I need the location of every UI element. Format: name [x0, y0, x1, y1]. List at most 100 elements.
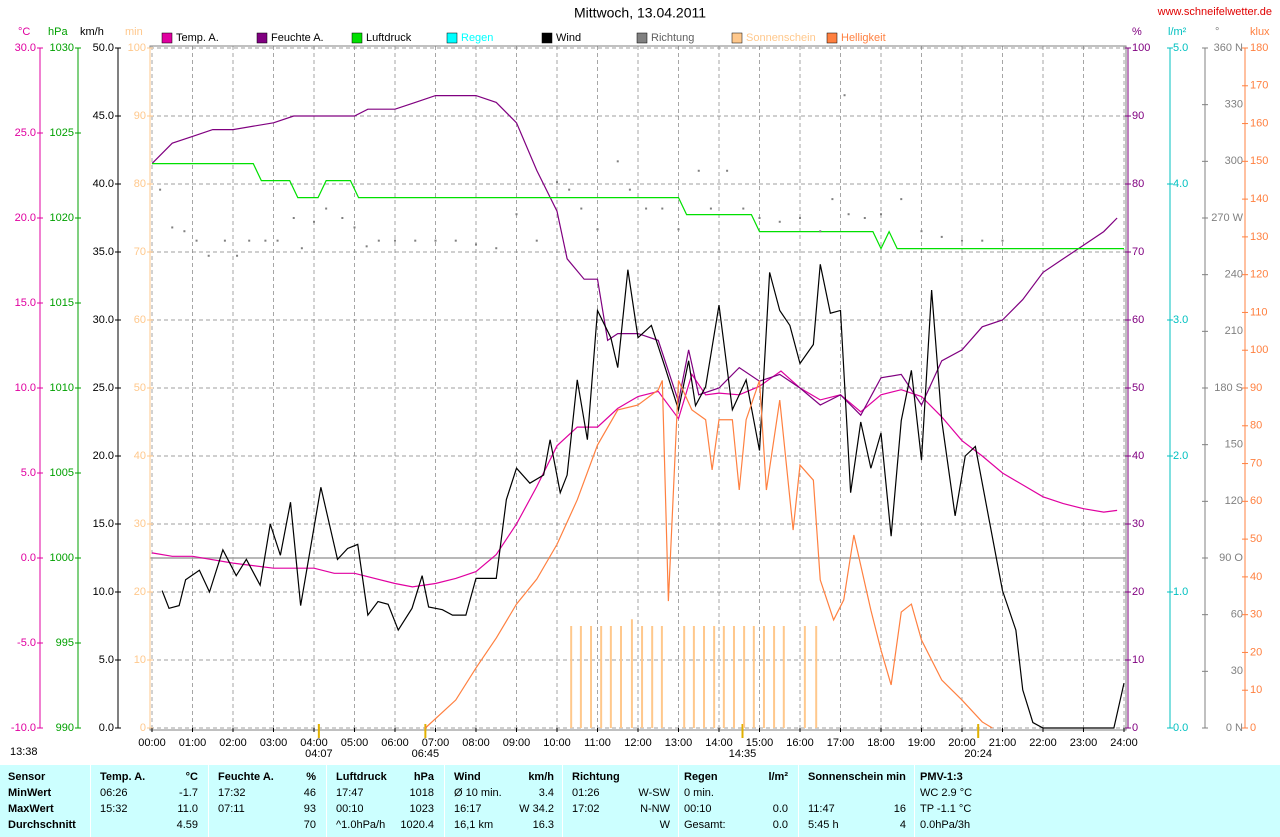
- y-tick-label: 120: [1225, 495, 1243, 507]
- y-tick-label: 5.0: [99, 654, 114, 666]
- y-tick-label: 30: [134, 518, 146, 530]
- y-tick-label: 30: [1132, 518, 1144, 530]
- y-tick-label: 100: [1132, 42, 1150, 54]
- table-cell: 0.0hPa/3h: [920, 819, 971, 831]
- x-tick-label: 15:00: [746, 737, 774, 749]
- y-tick-label: 60: [134, 314, 146, 326]
- y-tick-label: 270 W: [1211, 212, 1243, 224]
- table-cell: 0.0: [772, 819, 788, 831]
- table-cell: Feuchte A.: [218, 771, 274, 783]
- x-tick-label: 14:00: [705, 737, 733, 749]
- direction-dot: [276, 239, 279, 242]
- y-tick-label: 2.0: [1173, 450, 1188, 462]
- direction-dot: [880, 213, 882, 216]
- y-tick-label: 70: [1250, 457, 1262, 469]
- table-cell: W: [659, 819, 670, 831]
- table-separator: [444, 765, 445, 837]
- y-tick-label: 40.0: [93, 178, 114, 190]
- direction-dot: [726, 169, 729, 172]
- direction-dot: [365, 245, 368, 248]
- axis-unit: l/m²: [1168, 26, 1187, 38]
- x-tick-label: 13:00: [665, 737, 693, 749]
- direction-dot: [325, 207, 328, 210]
- x-tick-label: 12:00: [624, 737, 652, 749]
- table-cell: l/m²: [768, 771, 788, 783]
- direction-dot: [394, 239, 396, 242]
- direction-dot: [596, 228, 599, 231]
- y-tick-label: 10: [1132, 654, 1144, 666]
- y-tick-label: 150: [1250, 155, 1268, 167]
- y-tick-label: 60: [1132, 314, 1144, 326]
- y-tick-label: 170: [1250, 80, 1268, 92]
- direction-dot: [900, 198, 903, 201]
- table-cell: N-NW: [640, 803, 670, 815]
- table-cell: 17:32: [218, 787, 246, 799]
- y-tick-label: 100: [1250, 344, 1268, 356]
- y-tick-label: 0.0: [21, 552, 36, 564]
- direction-dot: [940, 235, 943, 238]
- direction-dot: [758, 217, 761, 219]
- direction-dot: [843, 94, 846, 97]
- table-cell: PMV-1:3: [920, 771, 963, 783]
- table-cell: 00:10: [684, 803, 712, 815]
- table-cell: 11.0: [177, 803, 198, 815]
- direction-dot: [981, 239, 984, 242]
- direction-dot: [414, 239, 417, 242]
- table-cell: MaxWert: [8, 803, 54, 815]
- direction-dot: [847, 213, 850, 216]
- table-separator: [798, 765, 799, 837]
- table-cell: Richtung: [572, 771, 620, 783]
- axis-unit: °: [1215, 26, 1219, 38]
- direction-dot: [292, 217, 295, 219]
- direction-dot: [313, 220, 315, 223]
- y-tick-label: 1020: [50, 212, 74, 224]
- legend-swatch: [731, 32, 743, 44]
- x-tick-label: 06:00: [381, 737, 409, 749]
- annotation-label: 04:07: [305, 748, 333, 760]
- table-cell: 1018: [409, 787, 434, 799]
- axis-unit: klux: [1250, 26, 1270, 38]
- y-tick-label: 10: [1250, 684, 1262, 696]
- y-tick-label: 1010: [50, 382, 74, 394]
- direction-dot: [207, 254, 210, 257]
- moon-label: 13:38: [10, 746, 38, 758]
- table-cell: 0.0: [772, 803, 788, 815]
- legend-label: Regen: [461, 32, 493, 44]
- y-tick-label: 140: [1250, 193, 1268, 205]
- table-cell: %: [306, 771, 316, 783]
- direction-dot: [515, 213, 518, 216]
- stats-table: Sensor Temp. A. °C Feuchte A.% Luftdruck hPa W…: [0, 765, 1280, 837]
- table-cell: Sonnenschein min: [808, 771, 906, 783]
- table-cell: 4: [899, 819, 906, 831]
- y-tick-label: 40: [1250, 571, 1262, 583]
- direction-dot: [495, 247, 498, 250]
- y-tick-label: 60: [1250, 495, 1262, 507]
- x-tick-label: 01:00: [179, 737, 207, 749]
- table-cell: Temp. A.: [100, 771, 146, 783]
- table-cell: ^1.0hPa/h: [336, 819, 386, 831]
- direction-dot: [195, 239, 198, 242]
- direction-dot: [568, 188, 571, 191]
- y-tick-label: -5.0: [17, 637, 36, 649]
- y-tick-label: 20.0: [93, 450, 114, 462]
- legend-swatch: [161, 32, 173, 44]
- y-tick-label: 15.0: [93, 518, 114, 530]
- direction-dot: [778, 220, 781, 223]
- direction-dot: [353, 226, 356, 229]
- table-cell: -1.7: [179, 787, 198, 799]
- direction-dot: [236, 254, 239, 257]
- legend-swatch: [256, 32, 268, 44]
- table-cell: 46: [303, 787, 316, 799]
- legend-label: Richtung: [651, 32, 694, 44]
- y-tick-label: 0: [140, 722, 146, 734]
- table-cell: Wind: [454, 771, 481, 783]
- chart: Mittwoch, 13.04.2011 www.schneifelwetter…: [10, 5, 1272, 760]
- y-tick-label: 60: [1231, 609, 1243, 621]
- x-tick-label: 21:00: [989, 737, 1017, 749]
- y-tick-label: 25.0: [93, 382, 114, 394]
- legend-swatch: [636, 32, 648, 44]
- table-cell: W 34.2: [519, 803, 554, 815]
- y-tick-label: 0.0: [99, 722, 114, 734]
- y-tick-label: 240: [1225, 269, 1243, 281]
- source: www.schneifelwetter.de: [1157, 6, 1272, 18]
